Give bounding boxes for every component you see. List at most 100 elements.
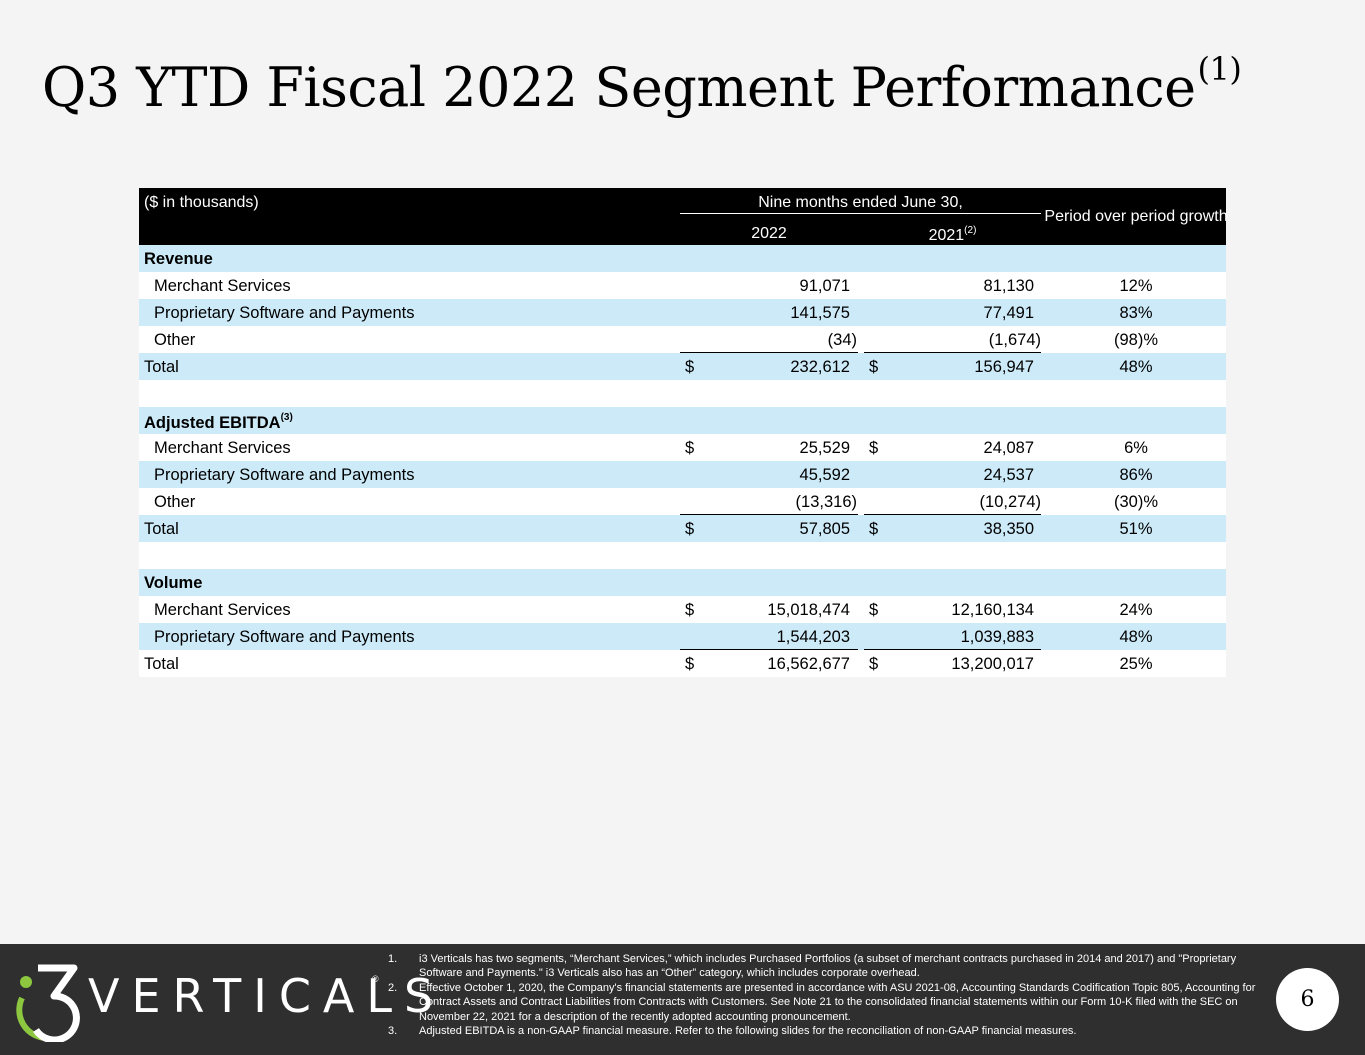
row-label: Other xyxy=(154,331,196,349)
footnote-number: 2. xyxy=(388,981,398,994)
table-row: Proprietary Software and Payments 45,592 2… xyxy=(139,461,1226,488)
value-2022: 57,805 xyxy=(799,520,850,538)
value-2022: (13,316) xyxy=(795,493,857,511)
value-2021: 12,160,134 xyxy=(951,601,1034,619)
page-number: 6 xyxy=(1276,968,1339,1031)
growth-value: 83% xyxy=(1119,304,1153,322)
spacer-row xyxy=(139,380,1226,407)
section-label: Revenue xyxy=(144,250,213,268)
page-title: Q3 YTD Fiscal 2022 Segment Performance(1… xyxy=(42,50,1242,119)
row-label: Merchant Services xyxy=(154,277,291,295)
total-row: Total $ $57,805 38,350 51% xyxy=(139,515,1226,542)
i3-verticals-logo xyxy=(16,964,80,1042)
currency-symbol: $ xyxy=(685,358,695,376)
currency-symbol: $ xyxy=(685,601,695,619)
table-row: Other (13,316) (10,274) (30)% xyxy=(139,488,1226,515)
value-2022: 45,592 xyxy=(799,466,850,484)
footnote-number: 3. xyxy=(388,1025,398,1038)
value-2021: 13,200,017 xyxy=(951,655,1034,673)
section-header-row: Volume xyxy=(139,569,1226,596)
subtotal-rule xyxy=(864,352,1041,353)
row-label: Merchant Services xyxy=(154,601,291,619)
table-row: Merchant Services $ $15,018,474 12,160,134 2… xyxy=(139,596,1226,623)
logo-three-icon xyxy=(33,964,80,1042)
footnotes: 1. i3 Verticals has two segments, “Mercha… xyxy=(388,952,1280,1038)
footnote: 3. Adjusted EBITDA is a non-GAAP financia… xyxy=(388,1024,1280,1038)
currency-symbol: $ xyxy=(685,439,695,457)
value-2021: (10,274) xyxy=(979,493,1041,511)
value-2021: 77,491 xyxy=(983,304,1034,322)
segment-performance-table: ($ in thousands) Nine months ended June … xyxy=(139,188,1228,677)
section-header-row: Revenue xyxy=(139,245,1226,272)
table-row: Proprietary Software and Payments 1,544,2… xyxy=(139,623,1226,650)
table-row: Merchant Services $ $25,529 24,087 6% xyxy=(139,434,1226,461)
growth-value: 24% xyxy=(1119,601,1153,619)
value-2022: 232,612 xyxy=(790,358,850,376)
currency-symbol: $ xyxy=(685,520,695,538)
row-label: Proprietary Software and Payments xyxy=(154,466,415,484)
footer: VERTICALS ® 1. i3 Verticals has two segme… xyxy=(0,944,1365,1055)
growth-value: (30)% xyxy=(1113,493,1158,511)
footnote-text: Adjusted EBITDA is a non-GAAP financial … xyxy=(419,1025,1077,1038)
total-row: Total $ $16,562,677 13,200,017 25% xyxy=(139,650,1226,677)
growth-value: 48% xyxy=(1119,628,1153,646)
value-2022: 91,071 xyxy=(799,277,850,295)
subtotal-rule xyxy=(864,514,1041,515)
section-label: Adjusted EBITDA(3) xyxy=(144,412,293,432)
subtotal-rule xyxy=(680,514,858,515)
currency-symbol: $ xyxy=(869,358,879,376)
table-body: Revenue Merchant Services 91,071 81,130 12% P… xyxy=(139,245,1226,677)
unit-label: ($ in thousands) xyxy=(144,194,259,211)
row-label: Proprietary Software and Payments xyxy=(154,628,415,646)
total-row: Total $ $232,612 156,947 48% xyxy=(139,353,1226,380)
currency-symbol: $ xyxy=(685,655,695,673)
growth-value: 6% xyxy=(1124,439,1148,457)
subtotal-rule xyxy=(680,352,858,353)
period-label: Nine months ended June 30, xyxy=(758,194,963,211)
growth-value: 48% xyxy=(1119,358,1153,376)
growth-value: 12% xyxy=(1119,277,1153,295)
value-2022: 25,529 xyxy=(799,439,850,457)
footnote-text: Effective October 1, 2020, the Company's… xyxy=(419,981,1256,1023)
logo-dot-icon xyxy=(20,976,32,988)
value-2021: 38,350 xyxy=(983,520,1034,538)
growth-value: 86% xyxy=(1119,466,1153,484)
section-header-row: Adjusted EBITDA(3) xyxy=(139,407,1226,434)
row-label: Total xyxy=(144,358,179,376)
period-divider xyxy=(680,213,1041,214)
table-row: Proprietary Software and Payments 141,575… xyxy=(139,299,1226,326)
growth-value: 25% xyxy=(1119,655,1153,673)
row-label: Merchant Services xyxy=(154,439,291,457)
footnote: 1. i3 Verticals has two segments, “Mercha… xyxy=(388,952,1280,981)
value-2021: 156,947 xyxy=(974,358,1034,376)
currency-symbol: $ xyxy=(869,439,879,457)
row-label: Other xyxy=(154,493,196,511)
value-2021: (1,674) xyxy=(988,331,1041,349)
table-row: Other (34) (1,674) (98)% xyxy=(139,326,1226,353)
footnote-text: i3 Verticals has two segments, “Merchant… xyxy=(419,953,1237,980)
growth-value: (98)% xyxy=(1113,331,1158,349)
section-label: Volume xyxy=(144,574,203,592)
currency-symbol: $ xyxy=(869,601,879,619)
value-2021: 81,130 xyxy=(983,277,1034,295)
footnote: 2. Effective October 1, 2020, the Company… xyxy=(388,981,1280,1024)
growth-value: 51% xyxy=(1119,520,1153,538)
value-2022: 16,562,677 xyxy=(767,655,850,673)
value-2021: 24,087 xyxy=(983,439,1034,457)
subtotal-rule xyxy=(680,649,858,650)
value-2021: 1,039,883 xyxy=(960,628,1034,646)
row-label: Total xyxy=(144,520,179,538)
value-2021: 24,537 xyxy=(983,466,1034,484)
row-label: Proprietary Software and Payments xyxy=(154,304,415,322)
value-2022: 141,575 xyxy=(790,304,850,322)
col-growth-header: Period over period growth xyxy=(1044,208,1228,225)
col-2022-header: 2022 xyxy=(751,225,787,242)
table-header: ($ in thousands) Nine months ended June … xyxy=(139,188,1228,245)
footnote-number: 1. xyxy=(388,953,398,965)
value-2022: 15,018,474 xyxy=(767,601,850,619)
logo-wordmark: VERTICALS xyxy=(88,969,446,1023)
logo-trademark: ® xyxy=(372,974,379,984)
subtotal-rule xyxy=(864,649,1041,650)
currency-symbol: $ xyxy=(869,520,879,538)
value-2022: (34) xyxy=(827,331,857,349)
